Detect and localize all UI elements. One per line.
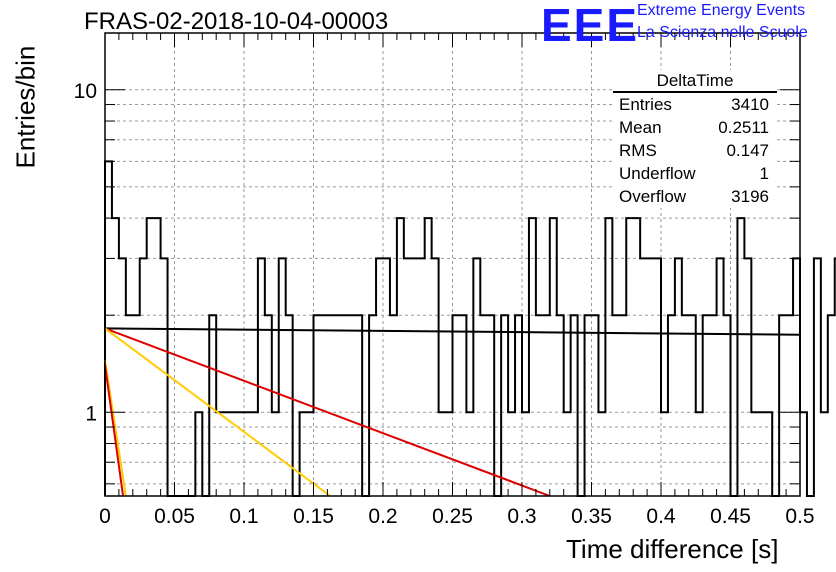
x-tick-label: 0.35 [571, 505, 612, 528]
y-axis-label: Entries/bin [10, 45, 41, 169]
fit-line [104, 360, 127, 497]
stats-value: 0.147 [726, 141, 769, 160]
stats-value: 3410 [731, 95, 769, 114]
x-tick-label: 0 [99, 505, 111, 528]
x-tick-label: 0.5 [785, 505, 814, 528]
x-tick-label: 0.25 [432, 505, 473, 528]
y-tick-label: 1 [85, 402, 97, 425]
stats-value: 0.2511 [718, 118, 769, 137]
x-tick-label: 0.3 [507, 505, 536, 528]
stats-row: Mean 0.2511 [613, 116, 777, 139]
fit-line [104, 327, 801, 336]
x-tick-label: 0.1 [229, 505, 258, 528]
fit-line [104, 327, 551, 497]
y-tick-label: 10 [74, 80, 97, 103]
x-tick-label: 0.4 [646, 505, 676, 528]
histogram [104, 160, 836, 497]
chart-title: FRAS-02-2018-10-04-00003 [84, 8, 389, 35]
axis-tick-labels: 0 0.05 0.1 0.15 0.2 0.25 0.3 0.35 0.4 0.45 0.5 1 10 [74, 80, 815, 528]
histogram-outline [104, 160, 836, 497]
x-tick-label: 0.45 [710, 505, 751, 528]
stats-row: Underflow 1 [613, 162, 777, 185]
stats-label: Mean [619, 118, 662, 137]
stats-label: Underflow [619, 164, 696, 183]
stats-label: Overflow [619, 187, 687, 206]
stats-row: Overflow 3196 [613, 185, 777, 208]
stats-value: 3196 [731, 187, 769, 206]
logo-line-2: La Scienza nelle Scuole [637, 24, 808, 41]
x-tick-label: 0.05 [154, 505, 195, 528]
stats-box: DeltaTime Entries 3410 Mean 0.2511 RMS 0… [613, 70, 777, 208]
stats-label: RMS [619, 141, 657, 160]
x-tick-label: 0.2 [368, 505, 397, 528]
stats-row: RMS 0.147 [613, 139, 777, 162]
stats-title: DeltaTime [613, 70, 777, 93]
stats-row: Entries 3410 [613, 93, 777, 116]
stats-value: 1 [759, 164, 769, 183]
x-tick-label: 0.15 [293, 505, 334, 528]
fit-line [104, 365, 125, 497]
fit-lines [104, 327, 801, 497]
stats-label: Entries [619, 95, 672, 114]
fit-line [104, 327, 331, 497]
logo-mark: EEE [541, 0, 640, 51]
axis-ticks [104, 33, 801, 496]
x-axis-label: Time difference [s] [566, 534, 779, 564]
logo-line-1: Extreme Energy Events [637, 2, 806, 19]
